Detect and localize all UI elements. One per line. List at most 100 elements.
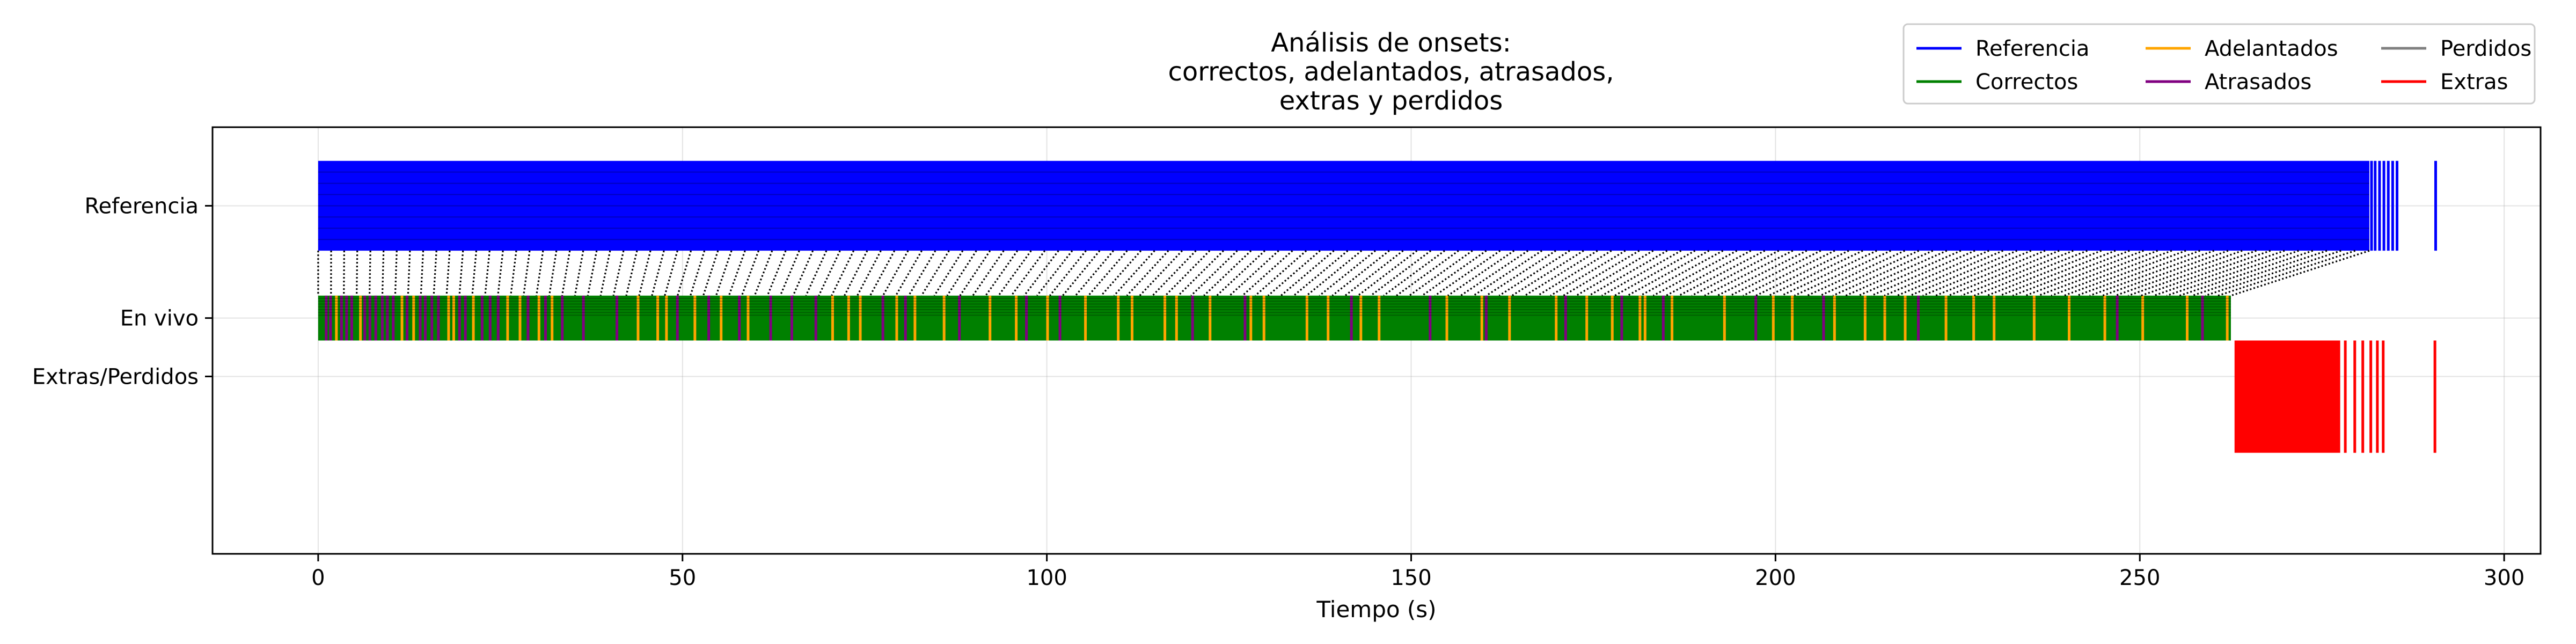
onset-match-link (857, 250, 882, 296)
onset-match-link (831, 250, 855, 296)
onset-match-link (1100, 250, 1142, 296)
onset-match-link (394, 251, 398, 296)
onset-match-link (1755, 250, 1849, 297)
y-tick-label: Referencia (85, 194, 199, 218)
onset-match-link (1678, 250, 1766, 297)
legend-frame (1902, 23, 2536, 105)
onset-match-link (2063, 250, 2186, 297)
y-axis-ticks: Referencia En vivo Extras/Perdidos (32, 194, 213, 389)
onset-match-link (818, 250, 841, 296)
onset-match-link (869, 250, 896, 296)
onset-match-link (702, 250, 719, 296)
legend-entry: Referencia (1916, 36, 2089, 61)
onset-match-link (1357, 250, 1418, 297)
onset-match-link (2192, 250, 2328, 297)
onset-match-link (368, 251, 371, 296)
onset-match-link (959, 250, 991, 296)
onset-match-link (895, 250, 923, 296)
legend-entry: Extras (2381, 70, 2508, 94)
legend-label: Correctos (1975, 70, 2078, 94)
onset-match-link (1640, 250, 1724, 297)
onset-match-link (920, 250, 950, 296)
onset-match-link (420, 251, 425, 296)
onset-match-link (1550, 250, 1626, 297)
x-tick-label: 250 (2119, 566, 2160, 590)
onset-match-link (2153, 250, 2285, 297)
onset-match-link (1254, 250, 1307, 297)
onset-match-link (445, 251, 451, 296)
onset-match-link (1331, 250, 1390, 297)
y-tick-label: En vivo (120, 306, 199, 331)
onset-match-link (638, 250, 652, 296)
onset-match-link (1524, 250, 1598, 297)
onset-match-link (933, 250, 964, 296)
onset-match-link (1871, 250, 1975, 297)
onset-match-link (2115, 250, 2243, 297)
legend: Referencia Correctos Adelantados Atrasados P… (1902, 23, 2536, 105)
onset-match-link (535, 250, 544, 296)
onset-match-link (1845, 250, 1948, 297)
onset-match-link (612, 250, 625, 296)
onset-match-link (1935, 250, 2046, 297)
onset-match-link (908, 250, 936, 296)
onset-match-link (1422, 250, 1487, 297)
onset-match-link (1794, 250, 1891, 297)
legend-entry: Perdidos (2381, 36, 2531, 61)
onset-match-link (1691, 250, 1780, 297)
legend-label: Extras (2440, 70, 2508, 94)
y-tick-label: Extras/Perdidos (32, 364, 199, 389)
onset-match-link (1909, 250, 2018, 297)
onset-match-link (1344, 250, 1404, 297)
onset-match-link (1743, 250, 1835, 297)
onset-match-link (741, 250, 759, 296)
x-axis-label: Tiempo (s) (1316, 596, 1436, 623)
onset-match-link (484, 250, 491, 296)
onset-match-link (1730, 250, 1821, 297)
plot-marks (317, 160, 2437, 453)
onset-match-link (1177, 250, 1224, 296)
onset-match-link (458, 251, 464, 296)
onset-match-link (1435, 250, 1501, 297)
onset-match-link (471, 250, 478, 296)
onset-match-link (1319, 250, 1376, 297)
chart-title: Análisis de onsets: correctos, adelantad… (1168, 28, 1614, 116)
onset-match-link (1011, 250, 1046, 296)
onset-match-link (1973, 250, 2088, 297)
chart-title-line: Análisis de onsets: (1271, 28, 1511, 58)
onset-match-link (1819, 250, 1920, 297)
onset-match-link (844, 250, 868, 296)
onset-match-link (1884, 250, 1989, 297)
onset-match-link (985, 250, 1019, 296)
onset-match-link (1806, 250, 1905, 297)
onset-match-link (1922, 250, 2032, 297)
onset-match-link (1203, 250, 1252, 296)
onset-match-link (753, 250, 773, 296)
onset-match-link (2051, 250, 2172, 297)
x-tick-label: 200 (1755, 566, 1796, 590)
onset-match-link (1961, 250, 2074, 297)
onset-match-link (728, 250, 746, 296)
onset-match-link (972, 250, 1005, 296)
onset-match-link (2089, 250, 2215, 297)
onset-match-link (343, 251, 345, 296)
onset-match-link (561, 250, 571, 296)
onset-match-link (1447, 250, 1515, 297)
onset-match-link (1717, 250, 1807, 297)
onset-match-link (2140, 250, 2271, 297)
onset-match-link (882, 250, 909, 296)
onset-match-link (548, 250, 558, 296)
legend-entry: Adelantados (2146, 36, 2338, 61)
onset-match-link (792, 250, 814, 296)
onset-match-link (433, 251, 437, 296)
onset-match-link (1601, 250, 1682, 297)
onset-match-link (946, 250, 977, 296)
onset-match-link (2038, 250, 2158, 297)
onset-match-link (1768, 250, 1863, 297)
x-tick-label: 300 (2484, 566, 2524, 590)
onset-match-link (1897, 250, 2003, 297)
onset-match-link (677, 250, 692, 296)
onset-match-link (1665, 250, 1752, 297)
onset-match-link (1537, 250, 1612, 297)
chart-title-line: correctos, adelantados, atrasados, (1168, 57, 1614, 87)
